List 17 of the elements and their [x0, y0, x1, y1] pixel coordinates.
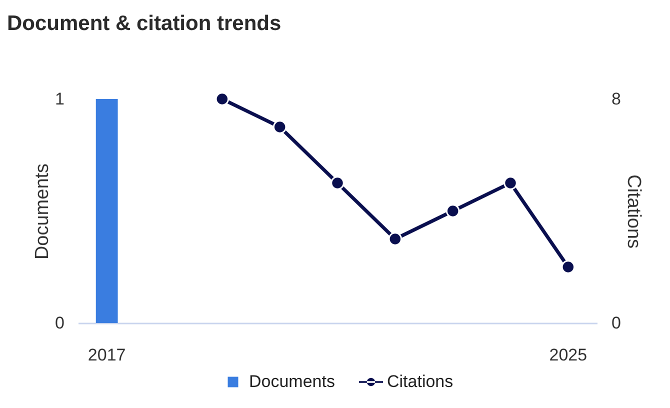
legend-label: Documents: [249, 372, 335, 391]
y2-tick-label: 0: [612, 314, 621, 332]
legend-label: Citations: [387, 372, 454, 391]
point: [446, 204, 460, 218]
y-tick-label: 1: [55, 90, 64, 108]
x-tick-label: 2025: [549, 346, 588, 364]
point: [504, 176, 518, 190]
point: [272, 120, 287, 134]
y2-axis-title: Citations: [622, 174, 644, 248]
point: [388, 232, 402, 246]
point: [561, 260, 576, 274]
chart-title: Document & citation trends: [7, 12, 282, 35]
point: [215, 92, 230, 106]
x-tick-label: 2017: [88, 346, 126, 364]
y-axis-title: Documents: [32, 163, 54, 260]
point: [330, 176, 344, 190]
y2-tick-label: 8: [612, 90, 621, 108]
